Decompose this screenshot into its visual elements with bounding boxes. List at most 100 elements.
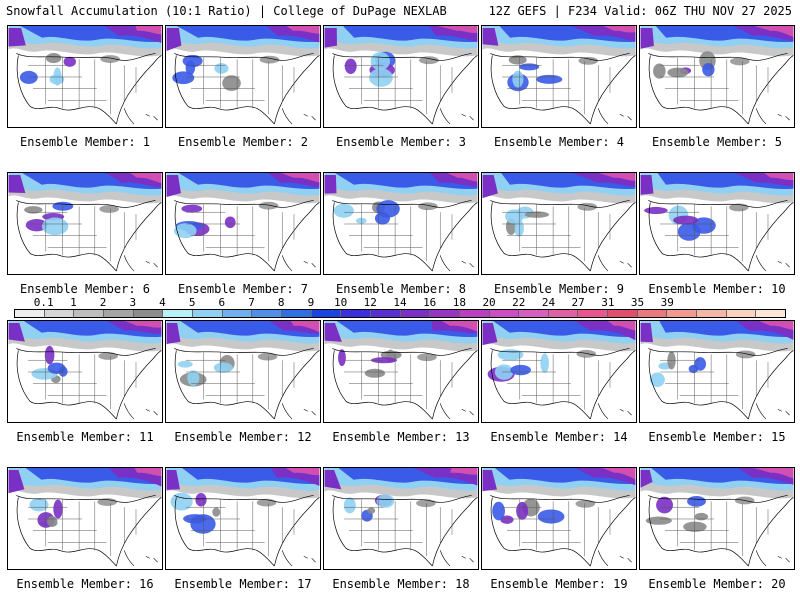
snowfall-map bbox=[324, 173, 478, 272]
snowfall-map bbox=[482, 468, 636, 567]
colorbar-swatch bbox=[341, 310, 371, 317]
ensemble-map-panel bbox=[7, 467, 163, 570]
map-title: Snowfall Accumulation (10:1 Ratio) | Col… bbox=[6, 4, 447, 18]
colorbar-tick-label: 9 bbox=[307, 296, 315, 309]
colorbar-tick-label: 39 bbox=[660, 296, 674, 309]
ensemble-map-panel bbox=[7, 172, 163, 275]
ensemble-map-panel bbox=[639, 320, 795, 423]
ensemble-map-panel bbox=[323, 320, 479, 423]
ensemble-map-panel bbox=[639, 25, 795, 128]
colorbar-swatch bbox=[74, 310, 104, 317]
colorbar-tick-label: 0.1 bbox=[33, 296, 54, 309]
colorbar-swatch bbox=[667, 310, 698, 317]
ensemble-member-label: Ensemble Member: 11 bbox=[16, 430, 154, 444]
colorbar-swatch bbox=[548, 310, 579, 317]
ensemble-map-panel bbox=[7, 25, 163, 128]
ensemble-member-label: Ensemble Member: 15 bbox=[648, 430, 786, 444]
colorbar-swatch bbox=[281, 310, 312, 317]
ensemble-map-panel bbox=[323, 172, 479, 275]
ensemble-map-panel bbox=[165, 467, 321, 570]
snowfall-map bbox=[482, 26, 636, 125]
ensemble-map-panel bbox=[481, 172, 637, 275]
colorbar-swatch bbox=[311, 310, 342, 317]
ensemble-member-label: Ensemble Member: 13 bbox=[332, 430, 470, 444]
colorbar-swatch bbox=[15, 310, 45, 317]
colorbar-tick-label: 22 bbox=[512, 296, 526, 309]
ensemble-member-label: Ensemble Member: 2 bbox=[177, 135, 309, 149]
ensemble-member-label: Ensemble Member: 4 bbox=[493, 135, 625, 149]
colorbar-tick-label: 6 bbox=[218, 296, 226, 309]
colorbar-tick-label: 27 bbox=[571, 296, 585, 309]
ensemble-member-label: Ensemble Member: 9 bbox=[493, 282, 625, 296]
ensemble-member-label: Ensemble Member: 7 bbox=[177, 282, 309, 296]
colorbar-swatch bbox=[103, 310, 134, 317]
colorbar-swatch bbox=[133, 310, 164, 317]
colorbar-swatch bbox=[44, 310, 75, 317]
colorbar-tick-label: 12 bbox=[363, 296, 377, 309]
colorbar-tick-label: 18 bbox=[452, 296, 466, 309]
colorbar-tick-label: 24 bbox=[541, 296, 556, 309]
snowfall-colorbar bbox=[14, 309, 786, 318]
ensemble-map-panel bbox=[481, 320, 637, 423]
colorbar-tick-label: 4 bbox=[159, 296, 166, 309]
colorbar-tick-label: 35 bbox=[630, 296, 645, 309]
colorbar-swatch bbox=[192, 310, 223, 317]
snowfall-map bbox=[166, 468, 320, 567]
ensemble-member-label: Ensemble Member: 20 bbox=[648, 577, 786, 591]
colorbar-swatch bbox=[459, 310, 490, 317]
colorbar-swatch bbox=[163, 310, 193, 317]
snowfall-map bbox=[640, 173, 794, 272]
ensemble-member-label: Ensemble Member: 17 bbox=[174, 577, 312, 591]
colorbar-tick-label: 14 bbox=[393, 296, 407, 309]
ensemble-map-panel bbox=[323, 25, 479, 128]
colorbar-swatch bbox=[756, 310, 786, 317]
ensemble-map-panel bbox=[323, 467, 479, 570]
colorbar-swatch bbox=[637, 310, 668, 317]
ensemble-map-panel bbox=[639, 467, 795, 570]
ensemble-map-panel bbox=[165, 25, 321, 128]
ensemble-member-label: Ensemble Member: 5 bbox=[651, 135, 783, 149]
colorbar-swatch bbox=[370, 310, 401, 317]
ensemble-map-panel bbox=[165, 172, 321, 275]
colorbar-swatch bbox=[400, 310, 431, 317]
snowfall-map bbox=[8, 173, 162, 272]
snowfall-map bbox=[166, 321, 320, 420]
ensemble-map-panel bbox=[481, 467, 637, 570]
colorbar-swatch bbox=[252, 310, 282, 317]
colorbar-tick-label: 2 bbox=[99, 296, 107, 309]
colorbar-tick-label: 7 bbox=[248, 296, 255, 309]
ensemble-map-panel bbox=[165, 320, 321, 423]
snowfall-map bbox=[640, 26, 794, 125]
ensemble-member-label: Ensemble Member: 3 bbox=[335, 135, 467, 149]
snowfall-map bbox=[8, 468, 162, 567]
colorbar-tick-label: 20 bbox=[482, 296, 496, 309]
ensemble-map-panel bbox=[481, 25, 637, 128]
colorbar-swatch bbox=[608, 310, 638, 317]
snowfall-map bbox=[166, 173, 320, 272]
colorbar-tick-label: 10 bbox=[333, 296, 348, 309]
ensemble-member-label: Ensemble Member: 1 bbox=[19, 135, 151, 149]
ensemble-member-label: Ensemble Member: 8 bbox=[335, 282, 467, 296]
snowfall-map bbox=[166, 26, 320, 125]
colorbar-swatch bbox=[697, 310, 727, 317]
snowfall-map bbox=[482, 173, 636, 272]
colorbar-swatch bbox=[222, 310, 253, 317]
colorbar-swatch bbox=[489, 310, 520, 317]
snowfall-map bbox=[482, 321, 636, 420]
colorbar-swatch bbox=[578, 310, 609, 317]
colorbar-tick-label: 1 bbox=[70, 296, 77, 309]
snowfall-map bbox=[640, 321, 794, 420]
snowfall-map bbox=[8, 26, 162, 125]
snowfall-map bbox=[324, 321, 478, 420]
ensemble-member-label: Ensemble Member: 14 bbox=[490, 430, 628, 444]
colorbar-tick-label: 5 bbox=[188, 296, 196, 309]
snowfall-map bbox=[640, 468, 794, 567]
colorbar-tick-label: 3 bbox=[129, 296, 137, 309]
colorbar-tick-label: 31 bbox=[601, 296, 615, 309]
colorbar-swatch bbox=[519, 310, 549, 317]
colorbar-swatch bbox=[726, 310, 757, 317]
snowfall-map bbox=[324, 26, 478, 125]
colorbar-swatch bbox=[430, 310, 460, 317]
ensemble-member-label: Ensemble Member: 16 bbox=[16, 577, 154, 591]
ensemble-member-label: Ensemble Member: 18 bbox=[332, 577, 470, 591]
